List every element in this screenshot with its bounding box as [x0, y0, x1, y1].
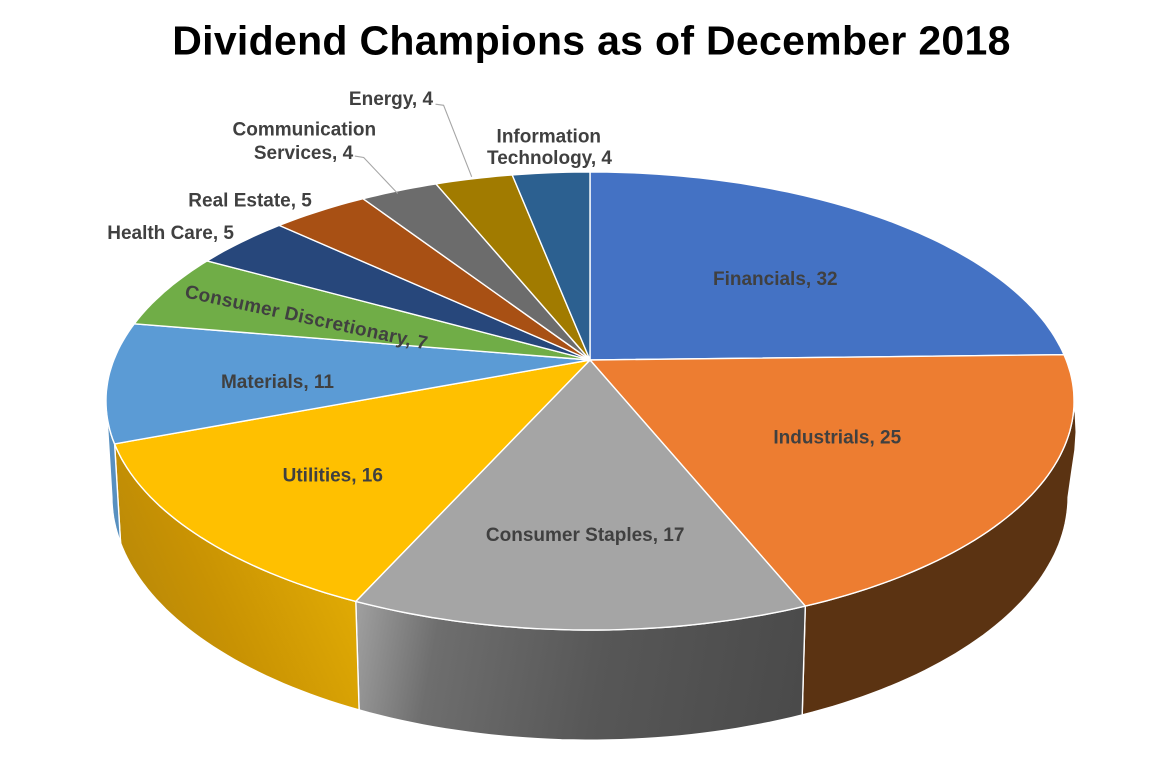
svg-text:Financials, 32: Financials, 32 [713, 269, 838, 290]
svg-text:Communication: Communication [233, 119, 377, 140]
svg-text:Energy, 4: Energy, 4 [349, 89, 434, 110]
svg-text:Industrials, 25: Industrials, 25 [773, 428, 901, 449]
svg-text:Materials, 11: Materials, 11 [221, 372, 334, 393]
svg-text:Technology, 4: Technology, 4 [487, 148, 612, 169]
svg-text:Utilities, 16: Utilities, 16 [283, 466, 383, 487]
svg-text:Information: Information [497, 126, 602, 147]
svg-text:Dividend Champions as of Decem: Dividend Champions as of December 2018 [172, 17, 1011, 63]
svg-text:Services, 4: Services, 4 [254, 143, 354, 164]
svg-text:Health Care, 5: Health Care, 5 [107, 223, 234, 244]
svg-text:Consumer Staples, 17: Consumer Staples, 17 [486, 525, 685, 546]
svg-text:Real Estate, 5: Real Estate, 5 [188, 191, 312, 212]
